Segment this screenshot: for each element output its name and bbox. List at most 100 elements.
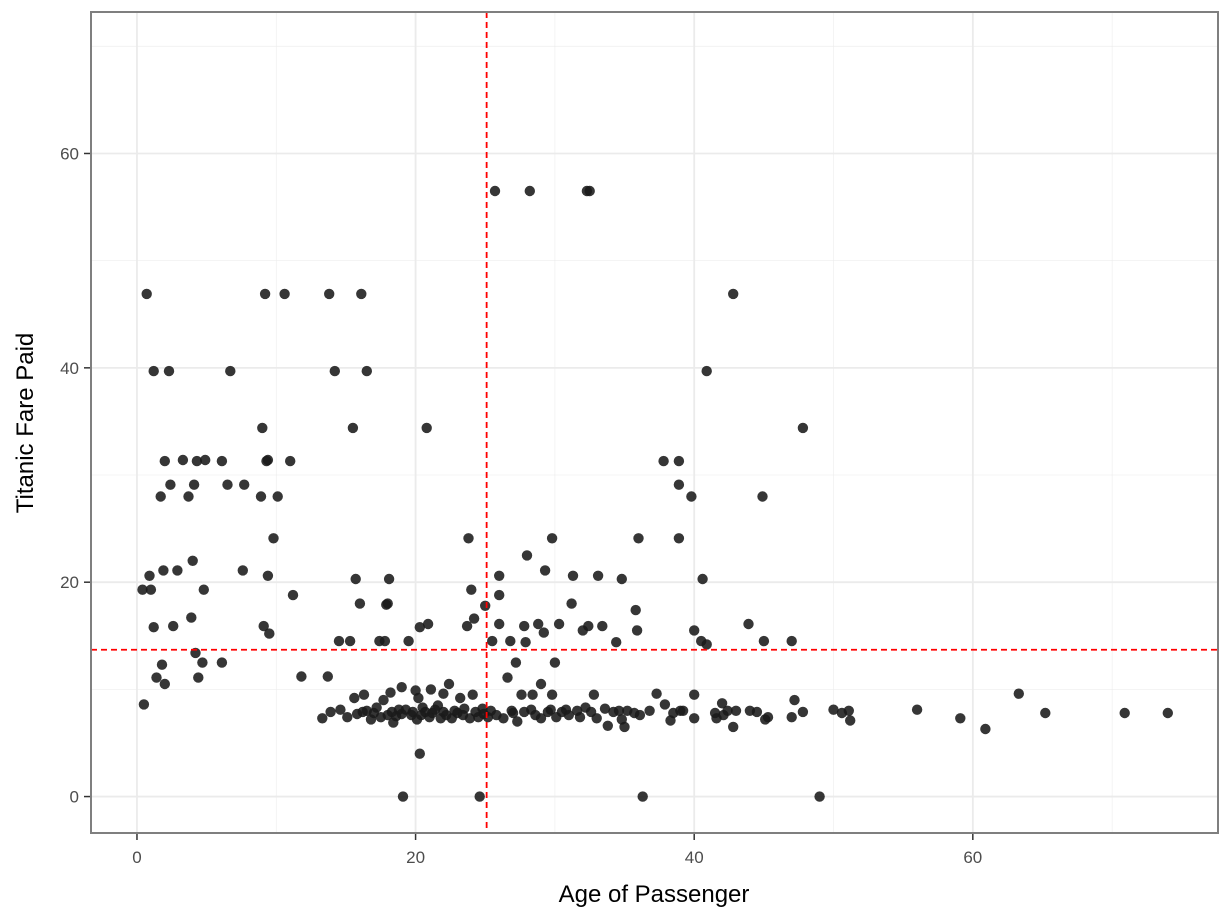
data-point <box>980 723 991 735</box>
data-point <box>701 639 712 650</box>
data-point <box>272 491 283 502</box>
x-tick-label: 60 <box>963 848 982 867</box>
data-point <box>701 365 712 377</box>
data-point <box>333 635 345 647</box>
data-point <box>797 422 809 434</box>
data-point <box>549 657 561 668</box>
data-point <box>225 365 236 377</box>
data-point <box>762 712 774 723</box>
data-point <box>591 713 602 724</box>
data-point <box>378 694 389 706</box>
data-point <box>455 692 466 704</box>
data-point <box>758 635 770 647</box>
reference-lines <box>91 12 1218 833</box>
data-point <box>335 704 346 715</box>
data-point <box>611 637 622 648</box>
data-point <box>659 699 671 710</box>
data-point <box>546 533 558 544</box>
data-point <box>156 659 168 670</box>
data-point <box>148 365 159 377</box>
data-point <box>239 479 250 490</box>
data-point <box>356 288 367 300</box>
data-point <box>616 573 627 585</box>
data-point <box>507 707 519 719</box>
y-axis-title: Titanic Fare Paid <box>12 333 39 514</box>
data-point <box>463 533 474 544</box>
data-point <box>262 570 274 581</box>
data-point <box>474 791 485 802</box>
data-point <box>599 703 611 714</box>
data-point <box>354 598 366 609</box>
data-point <box>689 713 700 724</box>
data-point <box>489 185 501 197</box>
data-point <box>520 637 531 648</box>
y-tick-label: 40 <box>60 359 79 378</box>
data-point <box>567 570 579 581</box>
data-point <box>361 365 372 377</box>
data-point <box>487 635 498 647</box>
data-point <box>151 672 162 683</box>
data-point <box>438 688 449 699</box>
data-point <box>630 604 641 616</box>
data-point <box>466 584 477 595</box>
data-point <box>342 712 353 723</box>
data-point <box>673 533 685 544</box>
data-point <box>285 455 296 467</box>
data-point <box>677 705 689 716</box>
data-point <box>619 721 630 733</box>
data-point <box>264 628 275 639</box>
data-point <box>144 570 155 581</box>
y-tick-label: 0 <box>70 788 79 807</box>
data-point <box>461 620 473 632</box>
data-point <box>443 678 455 690</box>
data-point <box>137 584 148 595</box>
data-point <box>1119 707 1130 719</box>
data-point <box>584 185 595 197</box>
y-tick-labels: 0 20 40 60 <box>60 144 79 806</box>
y-tick-label: 60 <box>60 144 79 163</box>
data-point <box>535 713 547 724</box>
data-point <box>329 365 340 377</box>
x-tick-labels: 0 20 40 60 <box>132 848 982 867</box>
data-point <box>1013 688 1024 699</box>
data-point <box>193 672 204 683</box>
data-point <box>728 721 739 733</box>
x-tick-label: 0 <box>132 848 141 867</box>
data-point <box>200 454 211 466</box>
data-point <box>350 573 361 585</box>
data-point <box>728 288 739 300</box>
data-point <box>422 618 434 630</box>
data-point <box>574 712 586 723</box>
data-point <box>588 689 600 700</box>
data-point <box>498 713 509 724</box>
data-point <box>651 688 662 699</box>
data-point <box>421 422 432 434</box>
data-point <box>159 678 170 690</box>
data-point <box>216 455 228 467</box>
data-point <box>257 422 268 434</box>
data-point <box>349 692 360 704</box>
data-point <box>546 689 558 700</box>
data-point <box>697 573 708 585</box>
data-point <box>382 598 393 609</box>
data-point <box>689 625 700 636</box>
data-point <box>722 705 733 716</box>
data-point <box>480 600 491 611</box>
data-point <box>751 706 763 718</box>
data-point <box>191 455 203 467</box>
data-point <box>296 671 307 682</box>
data-point <box>512 716 523 727</box>
x-tick-label: 40 <box>685 848 704 867</box>
data-point <box>148 622 159 633</box>
data-point <box>159 455 170 467</box>
data-point <box>786 635 797 647</box>
data-point <box>502 672 513 683</box>
data-point <box>397 791 409 802</box>
data-point <box>188 479 200 490</box>
data-point <box>673 455 685 467</box>
data-point <box>494 570 505 581</box>
data-point <box>911 704 923 715</box>
data-point <box>468 613 480 624</box>
data-point <box>403 635 414 647</box>
data-point <box>730 705 742 716</box>
